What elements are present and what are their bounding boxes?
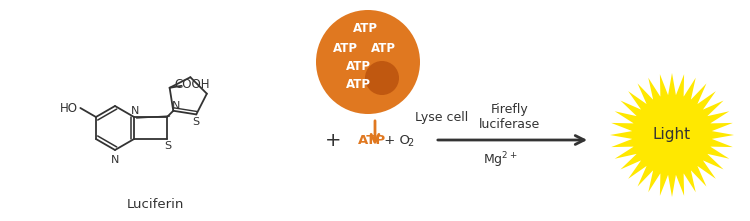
Text: Luciferin: Luciferin <box>126 198 184 211</box>
Circle shape <box>365 61 399 95</box>
Text: N: N <box>111 155 119 165</box>
Text: ATP: ATP <box>346 61 370 74</box>
Text: ATP: ATP <box>352 21 377 34</box>
Text: S: S <box>164 141 172 151</box>
Text: ATP: ATP <box>346 78 370 91</box>
Text: COOH: COOH <box>174 78 209 91</box>
Text: +: + <box>325 130 341 149</box>
Text: HO: HO <box>60 101 78 114</box>
Text: Mg$^{2+}$: Mg$^{2+}$ <box>483 150 518 170</box>
Text: ATP: ATP <box>358 133 386 147</box>
Text: ATP: ATP <box>370 42 395 55</box>
Text: + O: + O <box>380 133 410 147</box>
Text: ATP: ATP <box>332 42 358 55</box>
Text: 2: 2 <box>407 138 413 148</box>
Text: Light: Light <box>653 128 691 143</box>
Text: Firefly: Firefly <box>491 103 529 116</box>
Text: luciferase: luciferase <box>479 118 541 130</box>
Text: N: N <box>130 106 140 116</box>
Text: Lyse cell: Lyse cell <box>415 112 468 124</box>
Text: S: S <box>193 117 200 128</box>
Polygon shape <box>610 73 734 197</box>
Circle shape <box>632 95 712 175</box>
Circle shape <box>316 10 420 114</box>
Text: N: N <box>172 101 181 111</box>
